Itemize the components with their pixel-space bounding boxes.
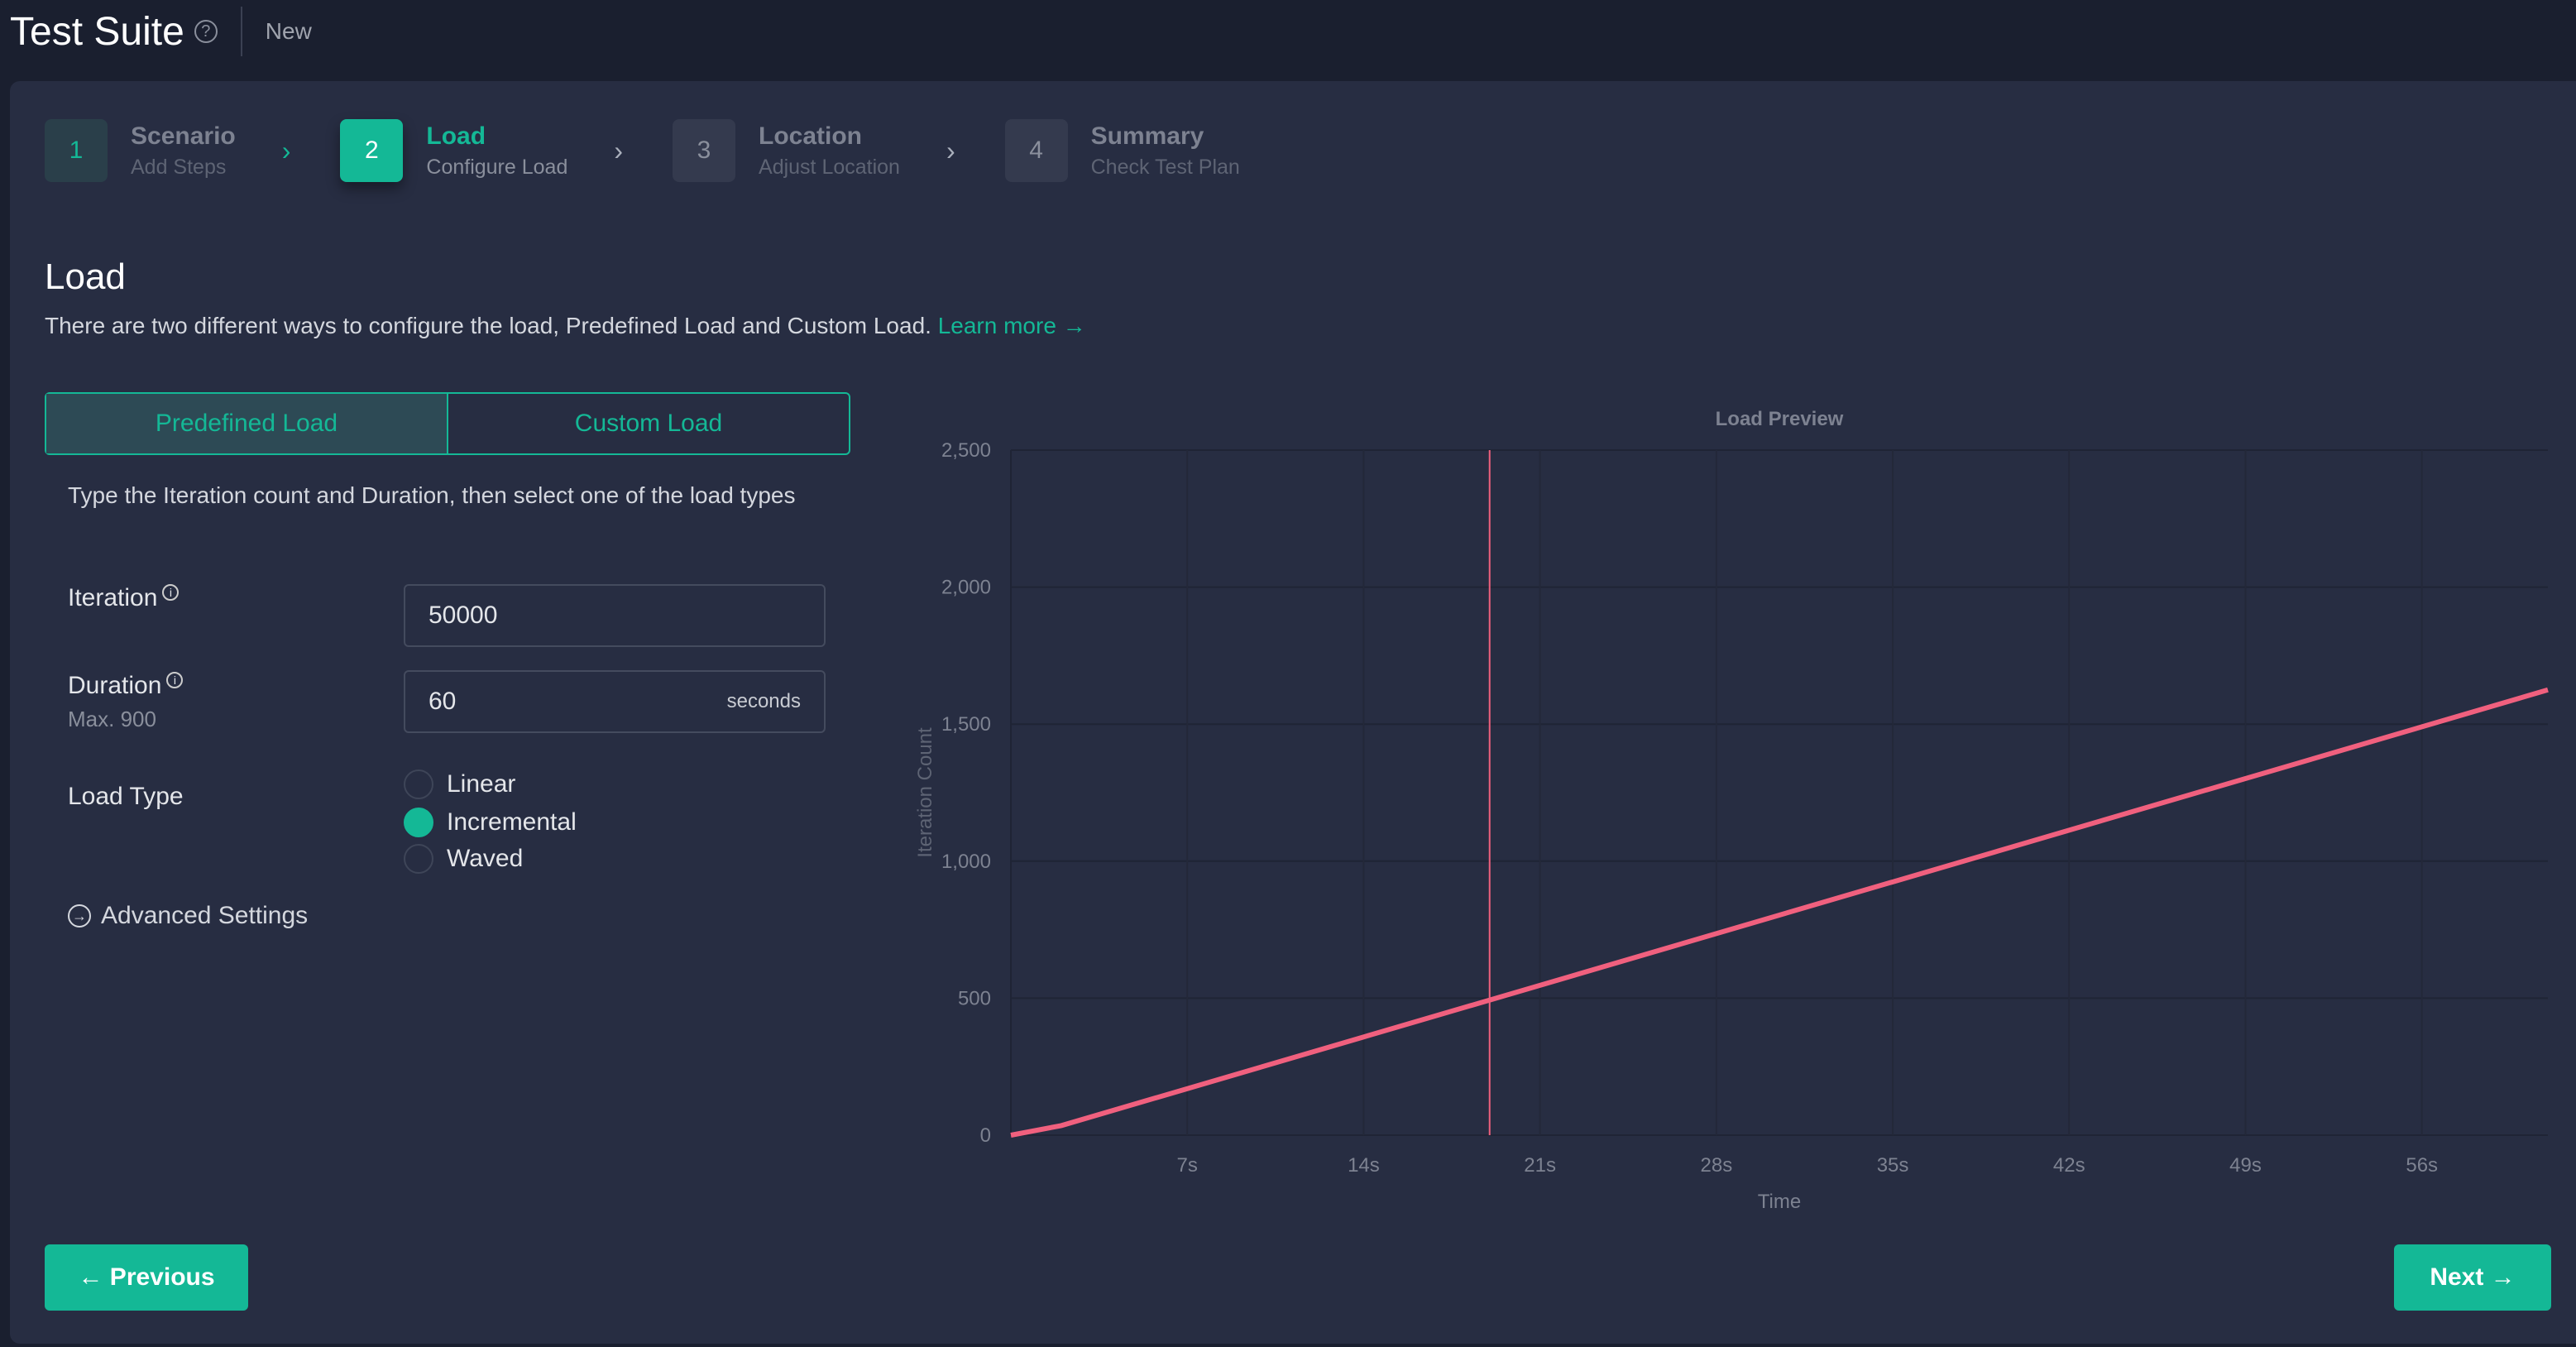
step-number: 3: [673, 119, 736, 182]
page-title: Test Suite: [10, 9, 184, 54]
radio-linear[interactable]: Linear: [404, 769, 515, 799]
series-line-load: [1010, 687, 2549, 1138]
y-tick-label: 1,000: [941, 851, 991, 873]
learn-more-link[interactable]: Learn more →: [937, 313, 1086, 338]
iteration-label: Iteration i: [68, 584, 180, 612]
duration-label-text: Duration: [68, 672, 162, 699]
next-button[interactable]: Next →: [2394, 1244, 2551, 1311]
duration-value: 60: [429, 688, 457, 715]
x-tick-label: 35s: [1877, 1154, 1909, 1177]
arrow-circle-right-icon: →: [68, 904, 91, 928]
section-description: There are two different ways to configur…: [45, 313, 1086, 339]
step-name: Location: [759, 122, 863, 150]
chart-title: Load Preview: [1716, 408, 1844, 430]
duration-label: Duration i: [68, 672, 184, 700]
step-sub: Configure Load: [426, 155, 568, 179]
load-preview-chart: Load Preview 0 500 1,000 1,500 2,000 2,500 7s 14…: [914, 408, 2549, 1213]
x-tick-label: 21s: [1524, 1154, 1556, 1177]
duration-unit: seconds: [726, 690, 801, 712]
x-tick-label: 56s: [2406, 1154, 2438, 1177]
y-axis-label: Iteration Count: [914, 727, 936, 858]
radio-label: Incremental: [447, 808, 577, 836]
step-scenario[interactable]: 1 Scenario Add Steps: [45, 119, 236, 182]
help-icon[interactable]: ?: [194, 20, 218, 43]
tab-custom-load[interactable]: Custom Load: [574, 410, 723, 437]
step-sub: Check Test Plan: [1090, 155, 1240, 179]
description-text: There are two different ways to configur…: [45, 313, 931, 338]
x-tick-label: 42s: [2053, 1154, 2085, 1177]
y-tick-label: 2,500: [941, 439, 991, 462]
header: Test Suite ? New: [10, 7, 312, 56]
status-label: New: [265, 18, 312, 44]
x-tick-label: 28s: [1701, 1154, 1733, 1177]
step-number: 1: [45, 119, 108, 182]
step-sub: Add Steps: [131, 155, 227, 179]
step-location[interactable]: 3 Location Adjust Location: [673, 119, 900, 182]
info-icon[interactable]: i: [162, 584, 180, 601]
advanced-label: Advanced Settings: [101, 902, 309, 929]
y-tick-label: 500: [958, 987, 991, 1009]
chevron-right-icon: ›: [614, 135, 624, 165]
y-tick-label: 2,000: [941, 577, 991, 599]
step-sub: Adjust Location: [759, 155, 900, 179]
iteration-input[interactable]: 50000: [404, 584, 826, 647]
wizard-card: 1 Scenario Add Steps › 2 Load Configure Lo…: [10, 81, 2576, 1344]
chevron-right-icon: ›: [281, 135, 291, 165]
step-number: 4: [1004, 119, 1068, 182]
duration-input[interactable]: 60 seconds: [404, 670, 826, 733]
step-name: Summary: [1090, 122, 1204, 150]
x-tick-label: 49s: [2229, 1154, 2262, 1177]
advanced-settings-toggle[interactable]: → Advanced Settings: [68, 902, 308, 930]
section-title: Load: [45, 256, 126, 297]
radio-circle-selected: [404, 808, 433, 837]
step-load[interactable]: 2 Load Configure Load: [340, 119, 567, 182]
radio-circle: [404, 844, 433, 874]
info-icon[interactable]: i: [166, 672, 184, 688]
previous-button[interactable]: ← Previous: [45, 1244, 248, 1311]
load-type-label: Load Type: [68, 783, 184, 810]
radio-circle: [404, 769, 433, 799]
radio-waved[interactable]: Waved: [404, 844, 523, 874]
divider: [240, 7, 242, 56]
step-name: Load: [426, 122, 486, 150]
duration-max: Max. 900: [68, 707, 156, 731]
tab-predefined-load[interactable]: Predefined Load: [46, 394, 448, 453]
radio-incremental[interactable]: Incremental: [404, 808, 577, 837]
iteration-value: 50000: [429, 602, 498, 629]
stepper: 1 Scenario Add Steps › 2 Load Configure Lo…: [45, 119, 1240, 182]
chevron-right-icon: ›: [946, 135, 955, 165]
x-tick-label: 7s: [1177, 1154, 1198, 1177]
iteration-label-text: Iteration: [68, 584, 158, 611]
load-mode-toggle: Predefined Load Custom Load: [45, 392, 850, 455]
x-tick-label: 14s: [1348, 1154, 1380, 1177]
form-hint: Type the Iteration count and Duration, t…: [68, 482, 796, 508]
radio-label: Waved: [447, 845, 524, 872]
step-number: 2: [340, 119, 404, 182]
step-summary[interactable]: 4 Summary Check Test Plan: [1004, 119, 1240, 182]
y-tick-label: 1,500: [941, 713, 991, 736]
y-tick-label: 0: [980, 1124, 991, 1147]
step-name: Scenario: [131, 122, 236, 150]
x-axis-label: Time: [1758, 1191, 1801, 1213]
radio-label: Linear: [447, 770, 516, 798]
